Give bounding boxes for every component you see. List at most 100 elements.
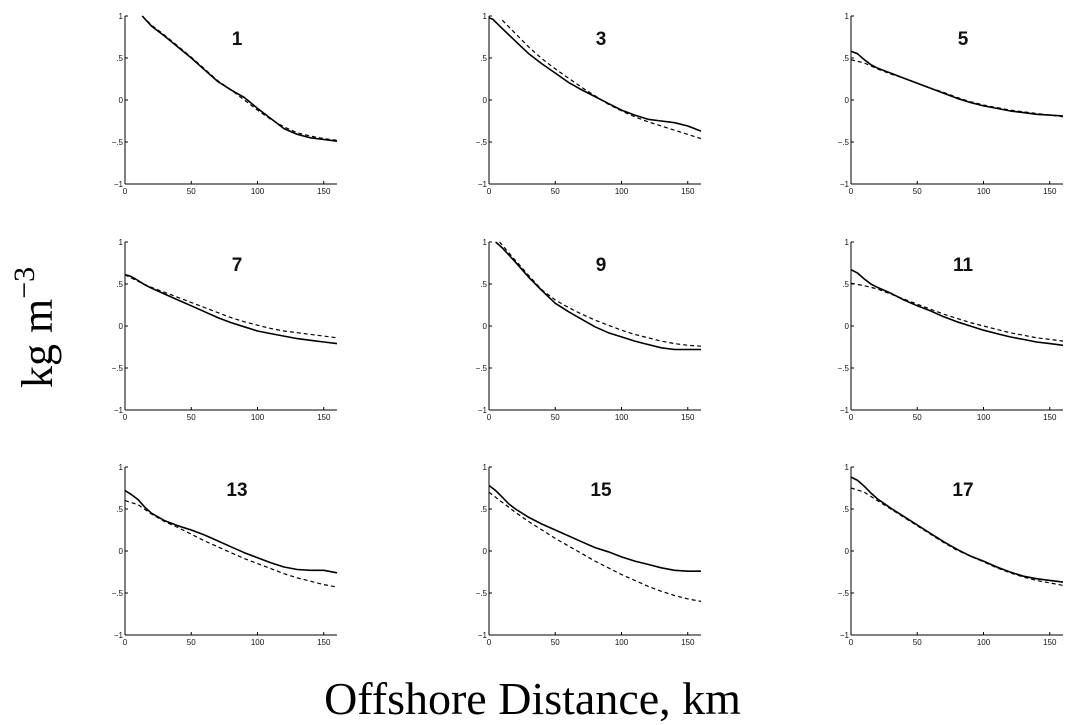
x-tick-label: 50 bbox=[913, 638, 922, 647]
x-tick-label: 150 bbox=[681, 413, 695, 422]
x-tick-label: 50 bbox=[187, 413, 196, 422]
y-tick-label: 1 bbox=[845, 238, 850, 247]
chart-panel-3: −1 −.5 0 .5 1 0 50 100 150 3 bbox=[476, 12, 702, 196]
chart-panel-7: −1 −.5 0 .5 1 0 50 100 150 7 bbox=[112, 238, 338, 422]
x-tick-label: 150 bbox=[681, 187, 695, 196]
x-tick-label: 100 bbox=[615, 638, 629, 647]
x-tick-label: 50 bbox=[551, 638, 560, 647]
chart-panel-1: −1 −.5 0 .5 1 0 50 100 150 1 bbox=[112, 12, 338, 196]
y-tick-label: −1 bbox=[478, 406, 488, 415]
y-tick-label: .5 bbox=[480, 54, 487, 63]
chart-panel-17: −1 −.5 0 .5 1 0 50 100 150 17 bbox=[838, 463, 1064, 647]
dashed-series-line bbox=[141, 15, 338, 141]
x-tick-label: 50 bbox=[551, 187, 560, 196]
y-tick-label: 0 bbox=[483, 547, 488, 556]
solid-series-line bbox=[850, 268, 1064, 347]
y-tick-label: 1 bbox=[119, 12, 124, 21]
x-tick-label: 0 bbox=[849, 413, 854, 422]
y-tick-label: 1 bbox=[483, 463, 488, 472]
solid-series-line bbox=[124, 489, 338, 574]
y-tick-label: 0 bbox=[845, 322, 850, 331]
x-tick-label: 0 bbox=[487, 413, 492, 422]
dashed-series-line bbox=[124, 274, 338, 339]
x-tick-label: 0 bbox=[123, 187, 128, 196]
y-tick-label: −1 bbox=[478, 180, 488, 189]
chart-panel-5: −1 −.5 0 .5 1 0 50 100 150 5 bbox=[838, 12, 1064, 196]
y-tick-label: 0 bbox=[845, 96, 850, 105]
y-tick-label: 1 bbox=[119, 463, 124, 472]
y-tick-label: 0 bbox=[119, 322, 124, 331]
chart-panel-11: −1 −.5 0 .5 1 0 50 100 150 11 bbox=[838, 238, 1064, 422]
y-tick-label: 0 bbox=[483, 96, 488, 105]
y-tick-label: −1 bbox=[840, 406, 850, 415]
y-tick-label: 1 bbox=[845, 463, 850, 472]
y-tick-label: 1 bbox=[845, 12, 850, 21]
x-tick-label: 100 bbox=[977, 187, 991, 196]
x-tick-label: 100 bbox=[251, 187, 265, 196]
dashed-series-line bbox=[850, 282, 1064, 342]
chart-panel-15: −1 −.5 0 .5 1 0 50 100 150 15 bbox=[476, 463, 702, 647]
panel-title: 13 bbox=[226, 480, 247, 501]
x-tick-label: 50 bbox=[913, 187, 922, 196]
panel-title: 15 bbox=[590, 480, 612, 501]
x-tick-label: 100 bbox=[251, 413, 265, 422]
solid-series-line bbox=[495, 241, 701, 351]
x-tick-label: 100 bbox=[977, 638, 991, 647]
y-tick-label: 1 bbox=[483, 12, 488, 21]
solid-series-line bbox=[488, 16, 702, 132]
y-tick-label: −.5 bbox=[476, 138, 488, 147]
panel-title: 5 bbox=[958, 29, 969, 50]
dashed-series-line bbox=[850, 59, 1064, 118]
y-tick-label: −1 bbox=[114, 180, 124, 189]
y-tick-label: .5 bbox=[842, 505, 849, 514]
y-tick-label: −.5 bbox=[112, 364, 124, 373]
panel-title: 3 bbox=[596, 29, 607, 50]
panel-title: 1 bbox=[232, 29, 243, 50]
y-tick-label: .5 bbox=[116, 505, 123, 514]
x-axis-label: Offshore Distance, km bbox=[324, 673, 741, 724]
x-tick-label: 0 bbox=[849, 187, 854, 196]
solid-series-line bbox=[850, 476, 1064, 583]
y-tick-label: −.5 bbox=[838, 364, 850, 373]
y-tick-label: 0 bbox=[483, 322, 488, 331]
x-tick-label: 100 bbox=[251, 638, 265, 647]
y-tick-label: 1 bbox=[483, 238, 488, 247]
x-tick-label: 100 bbox=[977, 413, 991, 422]
y-axis-label: kg m−3 bbox=[8, 267, 62, 388]
y-tick-label: .5 bbox=[116, 54, 123, 63]
x-tick-label: 50 bbox=[551, 413, 560, 422]
y-axis-label-exponent: −3 bbox=[8, 267, 41, 299]
dashed-series-line bbox=[850, 487, 1064, 586]
x-tick-label: 50 bbox=[187, 638, 196, 647]
panel-title: 9 bbox=[596, 255, 607, 276]
x-tick-label: 150 bbox=[317, 638, 331, 647]
x-tick-label: 150 bbox=[681, 638, 695, 647]
x-tick-label: 150 bbox=[317, 187, 331, 196]
y-tick-label: 1 bbox=[119, 238, 124, 247]
dashed-series-line bbox=[501, 19, 702, 140]
y-tick-label: −1 bbox=[114, 406, 124, 415]
y-tick-label: 0 bbox=[119, 96, 124, 105]
y-tick-label: −.5 bbox=[112, 589, 124, 598]
y-tick-label: .5 bbox=[480, 280, 487, 289]
y-tick-label: .5 bbox=[480, 505, 487, 514]
panel-title: 17 bbox=[952, 480, 973, 501]
y-tick-label: −1 bbox=[840, 180, 850, 189]
solid-series-line bbox=[850, 50, 1064, 117]
solid-series-line bbox=[141, 15, 338, 142]
panel-title: 7 bbox=[232, 255, 243, 276]
svg-text:kg m−3: kg m−3 bbox=[8, 267, 62, 388]
x-tick-label: 0 bbox=[123, 638, 128, 647]
x-tick-label: 0 bbox=[849, 638, 854, 647]
y-tick-label: .5 bbox=[842, 280, 849, 289]
solid-series-line bbox=[488, 484, 701, 573]
x-tick-label: 50 bbox=[187, 187, 196, 196]
x-tick-label: 100 bbox=[615, 413, 629, 422]
x-tick-label: 50 bbox=[913, 413, 922, 422]
x-tick-label: 150 bbox=[317, 413, 331, 422]
x-tick-label: 150 bbox=[1043, 638, 1057, 647]
y-tick-label: −1 bbox=[840, 631, 850, 640]
panel-title: 11 bbox=[953, 255, 974, 276]
x-tick-label: 150 bbox=[1043, 187, 1057, 196]
